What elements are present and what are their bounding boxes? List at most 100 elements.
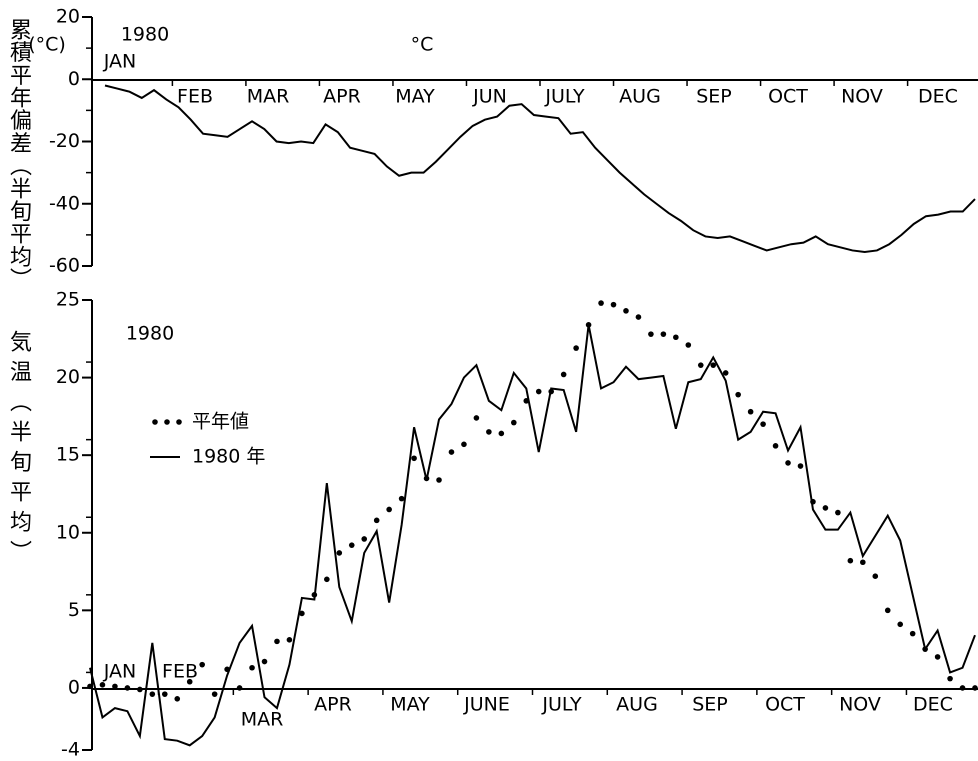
x-tick-label: FEB [177, 86, 213, 108]
y-axis-label: 気温（半旬平均） [6, 330, 32, 570]
x-tick-label: MAY [395, 86, 435, 108]
legend-marker [176, 419, 182, 425]
dot [673, 334, 679, 341]
chart-title: 1980 [126, 323, 174, 345]
y-unit: °C [411, 34, 434, 56]
x-tick-label: JAN [103, 661, 136, 683]
y-tick-label: 10 [56, 521, 80, 543]
legend-marker [152, 419, 158, 425]
y-tick-label: -20 [49, 130, 80, 152]
dot [959, 685, 966, 691]
dot [486, 429, 492, 435]
x-tick-label: JULY [544, 86, 585, 108]
x-tick-label: AUG [619, 86, 661, 108]
x-tick-label: JUNE [463, 694, 510, 716]
x-tick-label: OCT [768, 86, 808, 108]
dot [211, 691, 218, 697]
dot [473, 415, 480, 421]
dot [99, 682, 106, 688]
y-axis-label: 累積平年偏差（半旬平均） [6, 18, 32, 290]
dot [411, 455, 417, 462]
dot [299, 610, 305, 617]
dot [87, 683, 93, 690]
dot [598, 300, 604, 306]
dot [685, 342, 692, 348]
dot [461, 441, 467, 448]
dot [747, 408, 754, 415]
dot [760, 421, 766, 427]
chart-title: 1980 [121, 24, 169, 46]
y-tick-label: -4 [61, 739, 80, 761]
x-tick-label: APR [314, 694, 352, 716]
x-tick-label: MAR [241, 709, 284, 731]
dot [610, 301, 617, 308]
x-tick-label: NOV [839, 694, 881, 716]
series-line [104, 84, 976, 254]
dot [186, 678, 193, 685]
y-tick-label: 0 [68, 68, 80, 90]
legend-label: 1980 年 [192, 446, 265, 468]
x-tick-label: DEC [918, 86, 958, 108]
y-tick-label: -60 [49, 255, 80, 277]
x-tick-label: OCT [765, 694, 805, 716]
dot [884, 607, 891, 614]
y-tick-label: 25 [56, 289, 80, 311]
dot [511, 419, 517, 426]
dot [772, 443, 779, 449]
dot [660, 331, 667, 337]
dot [112, 683, 118, 690]
dot [535, 388, 542, 395]
x-tick-label: AUG [616, 694, 658, 716]
dot [722, 370, 729, 376]
x-tick-label: NOV [841, 86, 883, 108]
dot [137, 686, 143, 693]
y-tick-label: 20 [56, 6, 80, 28]
dot [785, 460, 791, 466]
dot [934, 654, 941, 660]
dot [286, 637, 293, 643]
dot [336, 550, 343, 556]
dot [909, 630, 916, 637]
dot [735, 391, 741, 398]
dot [872, 573, 879, 580]
dot [710, 362, 717, 368]
dot [274, 638, 280, 645]
x-tick-label: JUN [472, 86, 507, 108]
dot [697, 362, 704, 368]
dot [947, 675, 953, 682]
dot [448, 449, 455, 455]
legend-label: 平年値 [192, 411, 249, 433]
x-tick-label: DEC [913, 694, 953, 716]
x-tick-label: JAN [103, 51, 136, 73]
dot [498, 430, 505, 437]
y-tick-label: 15 [56, 444, 80, 466]
series-line [89, 324, 976, 747]
dot [835, 509, 841, 516]
dot [324, 576, 330, 583]
x-tick-label: SEP [692, 694, 728, 716]
dot [149, 691, 156, 697]
dot [860, 559, 866, 566]
dot [124, 685, 131, 691]
dot [797, 463, 804, 469]
dot [373, 517, 380, 524]
dot [361, 536, 368, 542]
dot [398, 495, 405, 502]
y-tick-label: 0 [68, 676, 80, 698]
dot [822, 505, 829, 511]
dot [847, 557, 854, 564]
dot [199, 661, 205, 668]
dot [249, 664, 255, 671]
dot [972, 685, 978, 691]
dot [623, 308, 629, 314]
x-tick-label: MAY [390, 694, 430, 716]
dot [161, 691, 168, 697]
x-tick-label: MAR [247, 86, 290, 108]
y-tick-label: -40 [49, 192, 80, 214]
dot [386, 506, 392, 513]
dot [573, 345, 579, 351]
x-tick-label: SEP [696, 86, 732, 108]
dot [897, 621, 904, 628]
dot [174, 695, 181, 702]
